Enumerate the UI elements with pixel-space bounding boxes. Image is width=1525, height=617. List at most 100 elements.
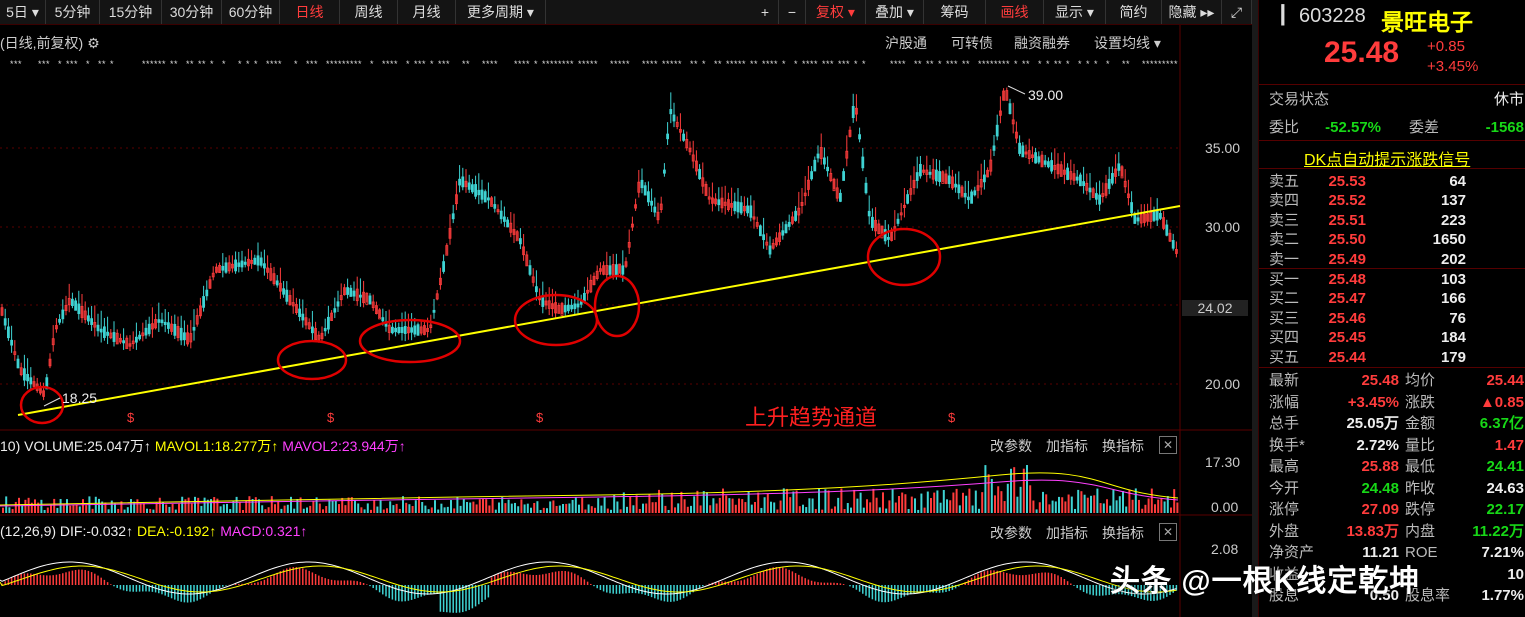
macd-add-indicator-button[interactable]: 加指标: [1046, 525, 1088, 541]
event-marker: *: [782, 59, 786, 69]
volume-bar: [190, 503, 193, 513]
bid-row[interactable]: 买四 25.45 184: [1259, 328, 1525, 347]
bid-row[interactable]: 买二 25.47 166: [1259, 289, 1525, 308]
event-marker: *: [1126, 59, 1130, 69]
zoom-in-button[interactable]: +: [752, 0, 779, 24]
candle-body: [410, 327, 414, 333]
volume-bar: [693, 496, 696, 513]
panel-splitter[interactable]: [1252, 0, 1258, 617]
stat-label: 昨收: [1405, 479, 1436, 497]
ask-row[interactable]: 卖一 25.49 202: [1259, 250, 1525, 269]
period-5min[interactable]: 5分钟: [46, 0, 100, 24]
stat-label: 外盘: [1269, 522, 1300, 540]
hide-button[interactable]: 隐藏 ▸▸: [1162, 0, 1222, 24]
candle-body: [778, 232, 781, 242]
volume-bar: [750, 504, 753, 513]
restore-rights-button[interactable]: 复权 ▾: [806, 0, 866, 24]
link-margin[interactable]: 融资融券: [1014, 35, 1070, 51]
candle-body: [426, 328, 430, 332]
candle-body: [346, 287, 350, 295]
period-60min[interactable]: 60分钟: [222, 0, 280, 24]
candle-body: [547, 300, 551, 309]
link-set-ma[interactable]: 设置均线 ▾: [1094, 35, 1161, 51]
volume-bar: [674, 507, 676, 513]
volume-bar: [110, 500, 113, 513]
fullscreen-icon[interactable]: ⤢: [1222, 0, 1252, 24]
ask-row[interactable]: 卖四 25.52 137: [1259, 191, 1525, 210]
bid-row[interactable]: 买五 25.44 179: [1259, 348, 1525, 367]
period-daily[interactable]: 日线: [280, 0, 340, 24]
candle-body: [192, 327, 196, 331]
volume-bar: [408, 504, 411, 513]
candle-body: [563, 305, 567, 313]
ask-row[interactable]: 卖三 25.51 223: [1259, 211, 1525, 230]
volume-switch-indicator-button[interactable]: 换指标: [1102, 438, 1144, 454]
display-button[interactable]: 显示 ▾: [1044, 0, 1106, 24]
ask-row[interactable]: 卖五 25.53 64: [1259, 172, 1525, 191]
volume-bar: [1048, 504, 1051, 513]
event-marker: *: [274, 59, 278, 69]
event-marker: *: [414, 59, 418, 69]
volume-bar: [341, 497, 344, 513]
candle-body: [749, 205, 753, 218]
volume-bar: [117, 508, 120, 513]
volume-bar: [222, 504, 225, 513]
volume-bar: [939, 502, 942, 513]
period-weekly[interactable]: 周线: [340, 0, 398, 24]
candle-body: [605, 265, 609, 275]
event-marker: *: [1106, 59, 1110, 69]
volume-bar: [923, 507, 926, 513]
link-hk-connect[interactable]: 沪股通: [885, 35, 927, 51]
event-marker: *: [802, 59, 806, 69]
volume-add-indicator-button[interactable]: 加指标: [1046, 438, 1088, 454]
bid-level: 买二: [1269, 290, 1300, 308]
period-5day[interactable]: 5日 ▾: [0, 0, 46, 24]
event-marker: *: [1154, 59, 1158, 69]
period-15min[interactable]: 15分钟: [100, 0, 162, 24]
close-icon[interactable]: ✕: [1159, 436, 1177, 454]
volume-bar: [130, 499, 132, 513]
gear-icon[interactable]: ⚙: [87, 35, 100, 51]
overlay-button[interactable]: 叠加 ▾: [866, 0, 924, 24]
candle-body: [400, 327, 404, 333]
volume-bar: [866, 499, 868, 513]
stat-value: 13.83万: [1346, 522, 1399, 540]
volume-bar: [546, 508, 548, 513]
volume-bar: [584, 509, 587, 513]
zoom-out-button[interactable]: −: [779, 0, 806, 24]
kline-chart[interactable]: * * * * * * * * * * * * * * * * * * * * * * * * * * * * * * * * * * * * * * * *…: [0, 0, 1252, 617]
draw-line-button[interactable]: 画线: [986, 0, 1044, 24]
period-monthly[interactable]: 月线: [398, 0, 456, 24]
event-marker: *: [338, 59, 342, 69]
menu-icon[interactable]: ▕▏: [1269, 5, 1297, 25]
volume-bar: [386, 508, 388, 513]
candle-body: [739, 202, 743, 214]
volume-bar: [338, 504, 340, 513]
candle-body: [29, 377, 33, 385]
candle-body: [243, 261, 247, 265]
volume-params-button[interactable]: 改参数: [990, 438, 1032, 454]
candle-body: [666, 133, 669, 140]
event-marker: *: [678, 59, 682, 69]
bid-row[interactable]: 买三 25.46 76: [1259, 309, 1525, 328]
bid-row[interactable]: 买一 25.48 103: [1259, 270, 1525, 289]
dk-signal-link[interactable]: DK点自动提示涨跌信号: [1304, 152, 1471, 169]
candle-body: [0, 307, 4, 316]
candle-body: [240, 260, 244, 268]
link-convertible[interactable]: 可转债: [951, 35, 993, 51]
volume-bar: [315, 497, 318, 513]
event-marker: *: [750, 59, 754, 69]
chips-button[interactable]: 筹码: [924, 0, 986, 24]
ask-row[interactable]: 卖二 25.50 1650: [1259, 230, 1525, 249]
candle-body: [381, 317, 385, 322]
candle-body: [10, 339, 14, 346]
event-marker: *: [566, 59, 570, 69]
candle-body: [631, 223, 634, 228]
macd-switch-indicator-button[interactable]: 换指标: [1102, 525, 1144, 541]
period-30min[interactable]: 30分钟: [162, 0, 222, 24]
close-icon[interactable]: ✕: [1159, 523, 1177, 541]
period-more[interactable]: 更多周期 ▾: [456, 0, 546, 24]
simple-button[interactable]: 简约: [1106, 0, 1162, 24]
event-marker: *: [354, 59, 358, 69]
macd-params-button[interactable]: 改参数: [990, 525, 1032, 541]
